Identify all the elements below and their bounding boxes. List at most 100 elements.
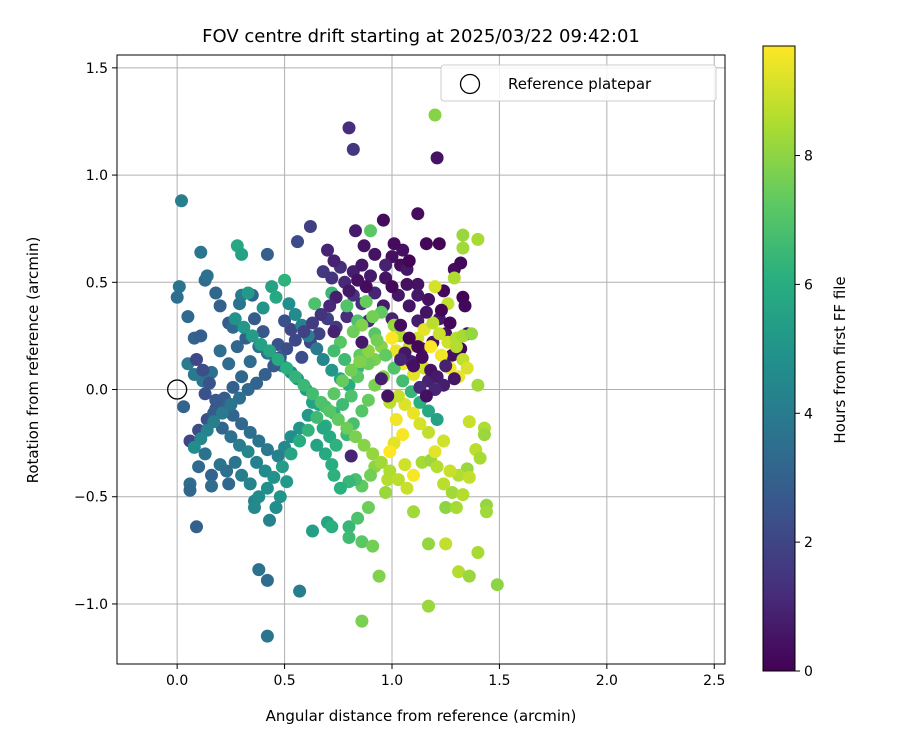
scatter-point bbox=[222, 357, 236, 371]
scatter-point bbox=[349, 224, 362, 238]
scatter-point bbox=[383, 464, 397, 478]
scatter-point bbox=[331, 413, 345, 426]
scatter-point bbox=[280, 475, 294, 489]
scatter-point bbox=[252, 490, 266, 504]
scatter-point bbox=[303, 220, 317, 233]
x-tick-label: 1.5 bbox=[488, 673, 510, 689]
scatter-point bbox=[235, 417, 249, 431]
scatter-point bbox=[437, 477, 451, 491]
scatter-point bbox=[192, 460, 206, 474]
legend-marker-icon bbox=[459, 73, 481, 95]
scatter-point bbox=[213, 344, 227, 358]
scatter-point bbox=[411, 340, 425, 354]
scatter-point bbox=[411, 277, 425, 291]
scatter-point bbox=[215, 406, 229, 420]
scatter-point bbox=[222, 477, 236, 491]
scatter-point bbox=[329, 438, 343, 452]
scatter-point bbox=[235, 468, 249, 482]
scatter-point bbox=[252, 563, 266, 577]
scatter-point bbox=[213, 299, 227, 313]
scatter-point bbox=[224, 430, 238, 444]
scatter-point bbox=[379, 348, 393, 362]
scatter-point bbox=[325, 271, 339, 285]
scatter-point bbox=[396, 428, 410, 442]
scatter-point bbox=[439, 359, 453, 373]
colorbar-tick-label: 2 bbox=[804, 535, 813, 551]
colorbar-tick-label: 6 bbox=[804, 277, 813, 293]
scatter-point bbox=[355, 335, 369, 349]
scatter-point bbox=[248, 501, 261, 514]
scatter-point bbox=[340, 299, 354, 313]
scatter-point bbox=[252, 434, 266, 448]
scatter-point bbox=[205, 468, 218, 482]
scatter-point bbox=[389, 413, 403, 426]
scatter-point bbox=[353, 355, 367, 369]
scatter-point bbox=[282, 297, 296, 311]
scatter-point bbox=[452, 565, 466, 579]
scatter-point bbox=[293, 584, 307, 598]
scatter-point bbox=[318, 447, 332, 461]
scatter-point bbox=[228, 455, 242, 469]
scatter-point bbox=[327, 468, 341, 482]
scatter-point bbox=[428, 445, 442, 459]
scatter-point bbox=[230, 340, 244, 354]
scatter-point bbox=[422, 293, 435, 306]
scatter-point bbox=[385, 331, 399, 345]
colorbar-tick-label: 8 bbox=[804, 149, 813, 165]
scatter-point bbox=[376, 213, 390, 227]
scatter-point bbox=[419, 389, 433, 403]
scatter-points bbox=[170, 108, 504, 643]
scatter-point bbox=[344, 363, 358, 377]
scatter-point bbox=[374, 372, 388, 386]
scatter-point bbox=[338, 353, 352, 366]
scatter-point bbox=[263, 513, 276, 527]
scatter-point bbox=[480, 505, 493, 519]
scatter-point bbox=[359, 295, 373, 309]
scatter-point bbox=[370, 333, 384, 347]
scatter-point bbox=[235, 370, 249, 384]
scatter-point bbox=[402, 331, 416, 345]
scatter-point bbox=[374, 455, 388, 469]
scatter-point bbox=[267, 470, 281, 484]
x-axis-label: Angular distance from reference (arcmin) bbox=[266, 707, 577, 725]
colorbar-ticks: 0 2 4 6 8 bbox=[795, 149, 813, 680]
scatter-point bbox=[306, 387, 319, 401]
scatter-point bbox=[194, 329, 208, 343]
scatter-point bbox=[170, 290, 184, 304]
scatter-point bbox=[419, 305, 433, 319]
scatter-point bbox=[190, 353, 203, 366]
y-axis-ticks: −1.0 −0.5 0.0 0.5 1.0 1.5 bbox=[74, 61, 117, 613]
y-tick-label: −1.0 bbox=[74, 597, 108, 613]
scatter-point bbox=[415, 350, 429, 364]
scatter-point bbox=[306, 316, 319, 330]
scatter-point bbox=[198, 387, 212, 401]
scatter-point bbox=[383, 445, 397, 459]
scatter-point bbox=[226, 408, 240, 422]
scatter-point bbox=[434, 303, 448, 317]
scatter-point bbox=[248, 312, 261, 326]
scatter-point bbox=[327, 387, 341, 401]
scatter-point bbox=[344, 389, 358, 403]
scatter-point bbox=[364, 224, 377, 238]
scatter-point bbox=[400, 277, 414, 291]
x-axis-ticks: 0.0 0.5 1.0 1.5 2.0 2.5 bbox=[166, 664, 725, 689]
scatter-point bbox=[462, 569, 476, 583]
scatter-point bbox=[260, 629, 274, 643]
scatter-point bbox=[432, 327, 446, 341]
scatter-point bbox=[434, 348, 448, 362]
scatter-point bbox=[396, 374, 410, 388]
y-tick-label: 1.0 bbox=[86, 168, 108, 184]
scatter-point bbox=[465, 327, 478, 341]
scatter-point bbox=[454, 256, 468, 270]
scatter-point bbox=[402, 299, 416, 313]
scatter-point bbox=[490, 578, 504, 592]
scatter-point bbox=[398, 458, 412, 472]
scatter-point bbox=[430, 460, 444, 474]
scatter-point bbox=[241, 445, 255, 459]
scatter-point bbox=[445, 486, 459, 499]
scatter-point bbox=[271, 353, 285, 366]
scatter-point bbox=[413, 417, 427, 431]
scatter-point bbox=[439, 501, 453, 514]
y-tick-label: 1.5 bbox=[86, 61, 108, 77]
scatter-point bbox=[407, 406, 420, 420]
